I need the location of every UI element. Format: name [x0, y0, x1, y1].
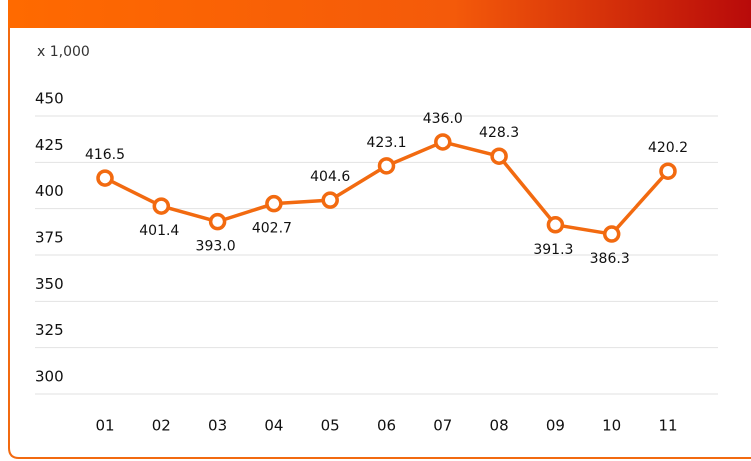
point: [377, 157, 396, 175]
y-tick-label: 450: [35, 90, 64, 108]
value-label: 416.5: [85, 147, 125, 163]
point: [490, 147, 508, 165]
value-label: 401.4: [139, 223, 179, 239]
point: [546, 216, 565, 234]
y-tick-label: 375: [35, 229, 64, 247]
x-tick-label: 06: [377, 417, 396, 435]
y-tick-label: 400: [35, 182, 64, 200]
x-tick-label: 01: [95, 417, 114, 435]
point: [96, 169, 114, 187]
x-tick-label: 07: [433, 417, 452, 435]
x-tick-label: 02: [152, 417, 171, 435]
x-tick-label: 03: [208, 417, 227, 435]
x-tick-label: 10: [602, 417, 621, 435]
value-label: 436.0: [423, 111, 463, 127]
header-bar: [8, 0, 751, 28]
y-tick-label: 425: [35, 136, 64, 154]
point: [602, 225, 621, 243]
x-tick-label: 08: [490, 417, 509, 435]
value-label: 423.1: [366, 135, 406, 151]
card-border: [8, 28, 751, 459]
value-label: 420.2: [648, 140, 688, 156]
point: [208, 212, 227, 231]
y-tick-label: 300: [35, 368, 64, 386]
x-tick-label: 09: [546, 417, 565, 435]
point: [659, 162, 677, 180]
value-label: 402.7: [252, 221, 292, 237]
point: [321, 191, 339, 209]
value-label: 393.0: [196, 239, 236, 255]
y-tick-label: 350: [35, 275, 64, 293]
value-label: 391.3: [533, 242, 573, 258]
x-tick-label: 04: [264, 417, 283, 435]
x-tick-label: 11: [658, 417, 677, 435]
point: [152, 197, 171, 215]
point: [434, 133, 452, 151]
unit-label: x 1,000: [37, 44, 90, 60]
point: [265, 194, 283, 213]
x-tick-label: 05: [321, 417, 340, 435]
value-label: 428.3: [479, 125, 519, 141]
y-tick-label: 325: [35, 321, 64, 339]
value-label: 404.6: [310, 169, 350, 185]
value-label: 386.3: [590, 251, 630, 267]
line: [104, 140, 670, 236]
